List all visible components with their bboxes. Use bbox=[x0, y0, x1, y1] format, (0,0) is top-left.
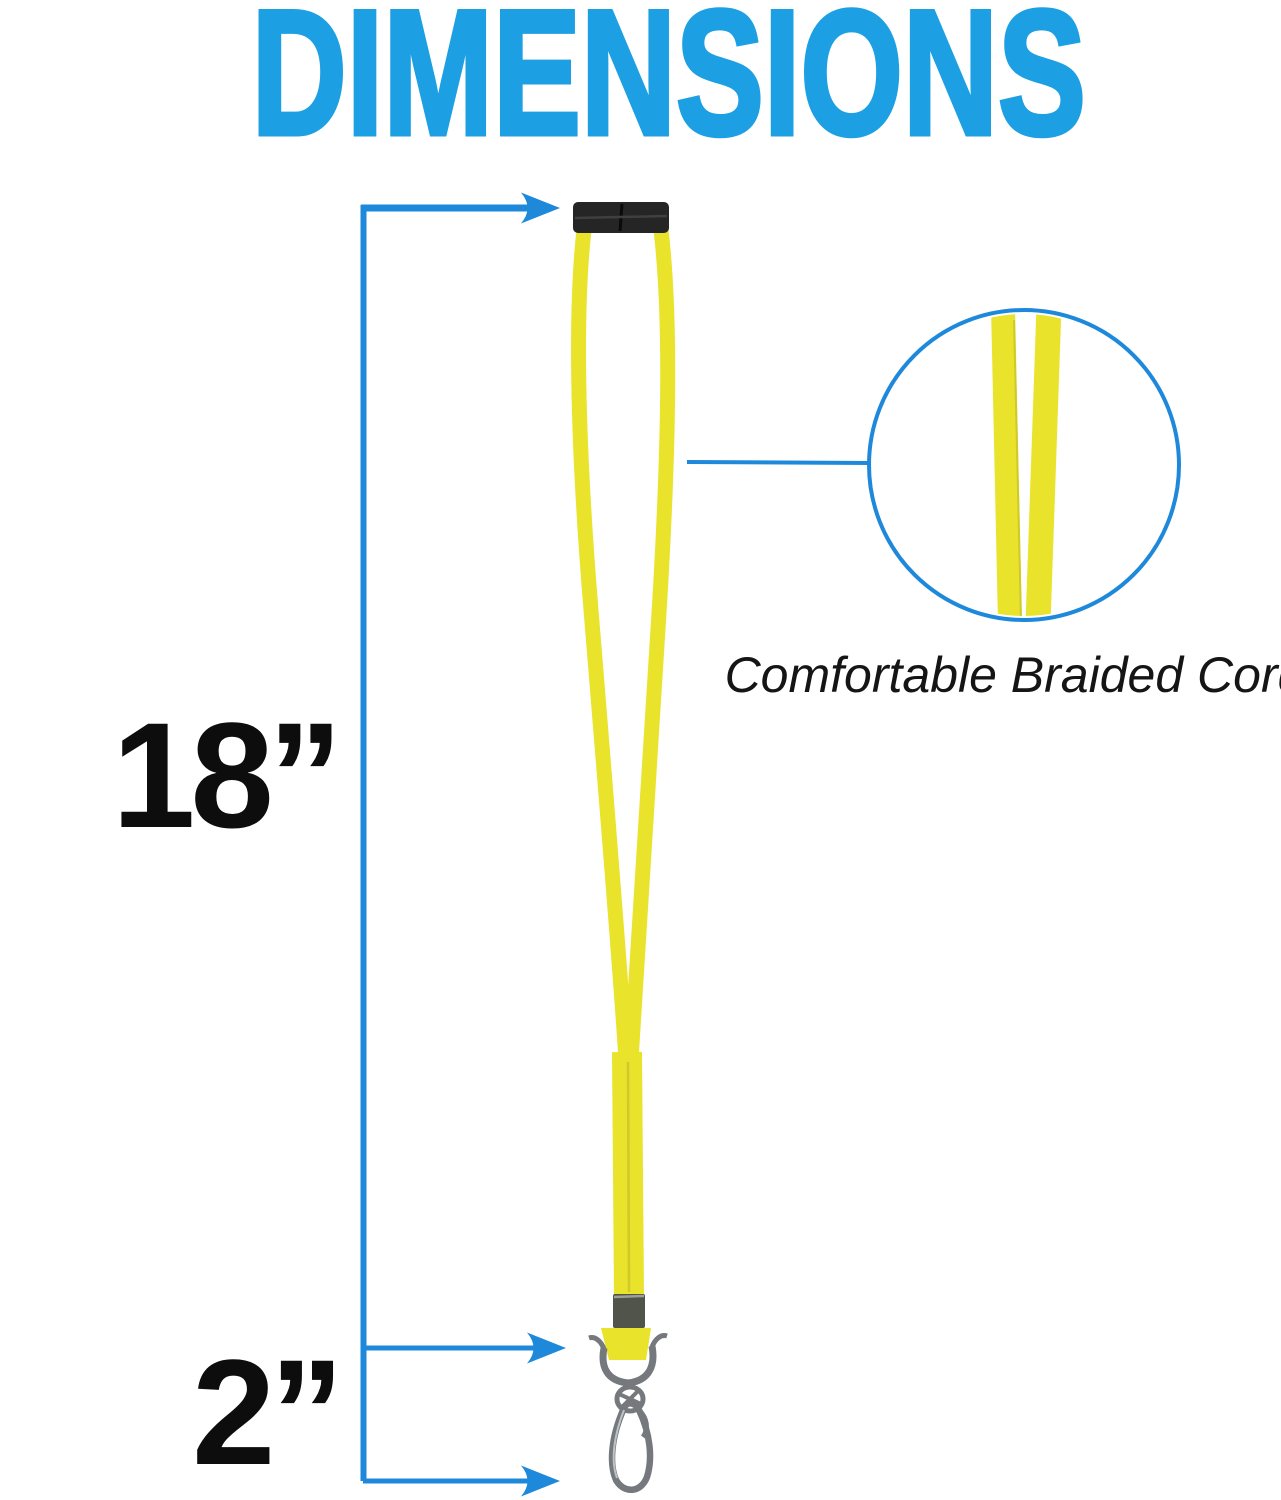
arrow-icon-middle bbox=[527, 1332, 566, 1364]
magnified-cord-left-edge bbox=[1013, 319, 1022, 616]
magnified-cord-left bbox=[991, 314, 1022, 616]
lanyard-length-label: 18’’ bbox=[112, 691, 342, 859]
cord-seam bbox=[626, 1061, 631, 1293]
arrow-icon-top bbox=[521, 192, 560, 224]
eyelet-flares bbox=[588, 1333, 668, 1350]
callout-caption-row: Comfortable Braided Cord bbox=[725, 648, 1281, 703]
cord-detail-callout bbox=[686, 308, 1181, 622]
cord-right bbox=[623, 222, 676, 1068]
dimension-lines bbox=[360, 192, 566, 1497]
clasp-mid-seam bbox=[574, 214, 668, 220]
cord-left bbox=[571, 222, 634, 1068]
cord-wrap bbox=[601, 1328, 651, 1360]
callout-connector-line bbox=[686, 460, 871, 465]
breakaway-clasp bbox=[573, 202, 669, 233]
magnified-cords bbox=[991, 314, 1062, 616]
magnifier-circle-icon bbox=[867, 308, 1181, 622]
hook-highlight bbox=[612, 1409, 625, 1479]
crimp-band bbox=[613, 1294, 645, 1328]
page-title: DIMENSIONS bbox=[250, 0, 1088, 172]
title-banner: DIMENSIONS bbox=[218, 0, 1120, 172]
magnified-cord-right bbox=[1025, 314, 1062, 616]
arrow-icon-bottom bbox=[521, 1465, 560, 1497]
hook-gate-tip bbox=[637, 1408, 649, 1439]
swivel-joint bbox=[614, 1384, 646, 1414]
callout-caption: Comfortable Braided Cord bbox=[724, 647, 1281, 703]
eyelet bbox=[599, 1345, 657, 1387]
swivel-hook bbox=[588, 1333, 668, 1493]
crimp-highlight bbox=[613, 1294, 645, 1299]
hook-length-label: 2’’ bbox=[192, 1328, 343, 1496]
hook-body bbox=[608, 1400, 654, 1493]
lanyard bbox=[571, 202, 676, 1493]
